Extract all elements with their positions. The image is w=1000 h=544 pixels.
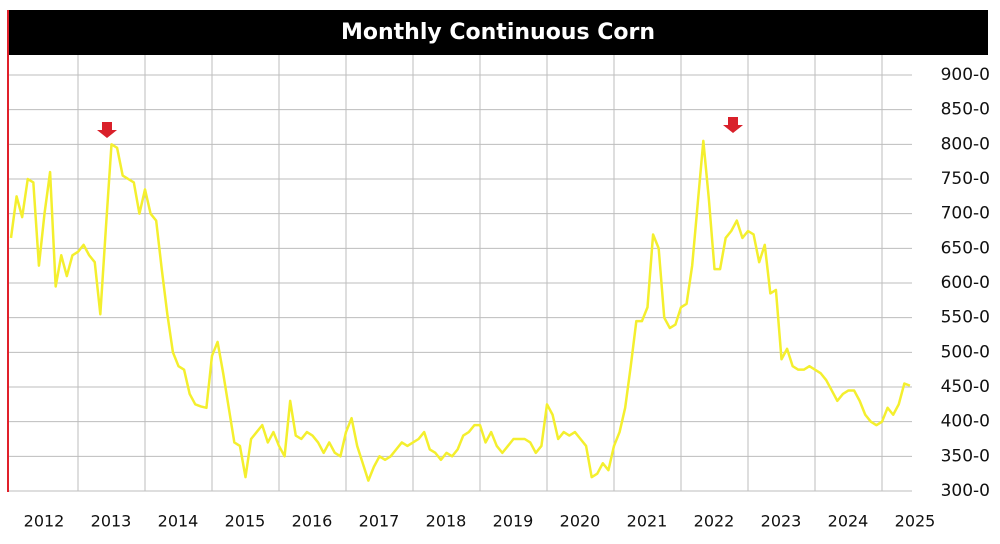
x-tick-label: 2014 (158, 512, 199, 531)
y-tick-label: 700-0 (941, 204, 990, 224)
y-tick-label: 550-0 (941, 308, 990, 328)
x-tick-label: 2018 (426, 512, 467, 531)
peak-arrow (723, 117, 743, 133)
y-tick-label: 350-0 (941, 446, 990, 466)
y-tick-label: 750-0 (941, 169, 990, 189)
x-tick-label: 2024 (828, 512, 869, 531)
y-tick-label: 900-0 (941, 65, 990, 85)
y-tick-label: 400-0 (941, 412, 990, 432)
y-tick-label: 600-0 (941, 273, 990, 293)
y-tick-label: 800-0 (941, 134, 990, 154)
x-tick-label: 2019 (493, 512, 534, 531)
x-tick-label: 2017 (359, 512, 400, 531)
x-tick-label: 2013 (91, 512, 132, 531)
price-line (9, 139, 911, 482)
y-tick-label: 850-0 (941, 100, 990, 120)
y-tick-label: 300-0 (941, 481, 990, 501)
x-tick-label: 2025 (895, 512, 936, 531)
x-tick-label: 2022 (694, 512, 735, 531)
y-tick-label: 650-0 (941, 238, 990, 258)
x-tick-label: 2015 (225, 512, 266, 531)
grid (8, 55, 912, 492)
x-tick-label: 2012 (24, 512, 65, 531)
marks (9, 139, 911, 482)
y-tick-label: 500-0 (941, 342, 990, 362)
x-tick-label: 2016 (292, 512, 333, 531)
x-tick-label: 2020 (560, 512, 601, 531)
x-tick-label: 2021 (627, 512, 668, 531)
x-tick-label: 2023 (761, 512, 802, 531)
peak-arrow (97, 122, 117, 138)
chart-title: Monthly Continuous Corn (341, 20, 655, 45)
y-tick-label: 450-0 (941, 377, 990, 397)
title-bar (8, 10, 988, 55)
